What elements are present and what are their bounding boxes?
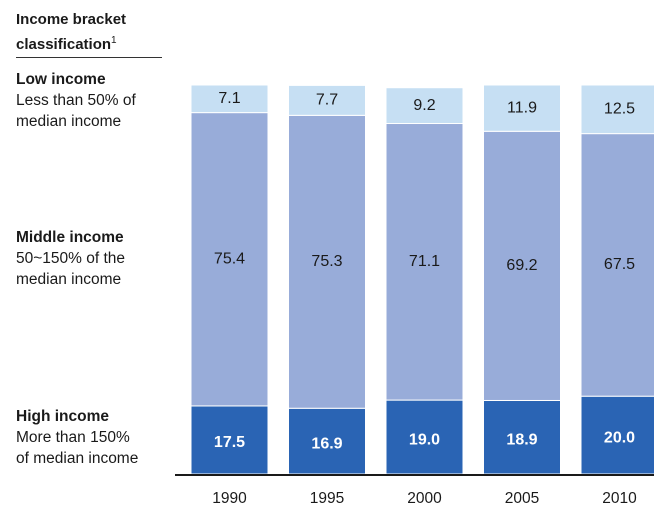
data-label-high-1990: 17.5 <box>214 434 245 451</box>
footnote-marker: 1 <box>111 35 117 46</box>
data-label-high-2010: 20.0 <box>604 429 635 446</box>
data-label-middle-2010: 67.5 <box>604 256 635 273</box>
data-label-high-2000: 19.0 <box>409 431 440 448</box>
data-label-middle-1995: 75.3 <box>311 253 342 270</box>
legend-middle-name: Middle income <box>16 229 124 246</box>
bar-segment-low-2005 <box>483 84 561 132</box>
bar-segment-middle-1995 <box>288 114 366 409</box>
legend-high-desc-1: More than 150% <box>16 429 130 446</box>
data-label-low-2010: 12.5 <box>604 101 635 118</box>
data-label-low-1990: 7.1 <box>218 90 240 107</box>
bar-segment-low-1995 <box>288 84 366 116</box>
legend-title-line2: classification <box>16 36 112 53</box>
bar-segment-high-1995 <box>288 407 366 475</box>
x-tick-label-2010: 2010 <box>602 490 637 507</box>
legend-title: Income bracket classification1 <box>16 9 166 55</box>
data-label-low-2000: 9.2 <box>413 97 435 114</box>
legend-low-income: Low income Less than 50% of median incom… <box>16 69 176 132</box>
bar-segment-high-2005 <box>483 399 561 475</box>
bar-segment-low-1990 <box>190 84 269 114</box>
legend-middle-desc-1: 50~150% of the <box>16 250 126 267</box>
data-label-low-2005: 11.9 <box>507 99 537 116</box>
legend-title-line1: Income bracket <box>16 11 127 28</box>
bar-segment-middle-1990 <box>190 112 269 407</box>
legend-divider <box>16 57 162 58</box>
data-label-middle-2000: 71.1 <box>409 253 440 270</box>
data-label-middle-2005: 69.2 <box>506 257 537 274</box>
legend-high-desc-2: of median income <box>16 450 139 467</box>
legend-middle-income: Middle income 50~150% of the median inco… <box>16 227 176 290</box>
x-tick-label-1995: 1995 <box>310 490 344 507</box>
bar-segment-low-2000 <box>385 87 464 125</box>
data-label-high-1995: 16.9 <box>311 435 342 452</box>
legend-low-desc-1: Less than 50% of <box>16 92 136 109</box>
bar-segment-middle-2005 <box>483 130 561 401</box>
bar-segment-middle-2000 <box>385 123 464 401</box>
x-tick-label-2000: 2000 <box>407 490 442 507</box>
legend-low-desc-2: median income <box>16 113 122 130</box>
legend-high-income: High income More than 150% of median inc… <box>16 406 176 469</box>
bar-segment-high-2000 <box>385 399 464 475</box>
x-tick-label-1990: 1990 <box>212 490 247 507</box>
data-label-middle-1990: 75.4 <box>214 250 245 267</box>
x-tick-label-2005: 2005 <box>505 490 539 507</box>
legend-high-name: High income <box>16 408 110 425</box>
bar-segment-low-2010 <box>580 84 654 135</box>
legend-low-name: Low income <box>16 71 106 88</box>
legend-middle-desc-2: median income <box>16 271 122 288</box>
data-label-high-2005: 18.9 <box>506 431 537 448</box>
data-label-low-1995: 7.7 <box>316 92 338 109</box>
bar-segment-middle-2010 <box>580 133 654 397</box>
